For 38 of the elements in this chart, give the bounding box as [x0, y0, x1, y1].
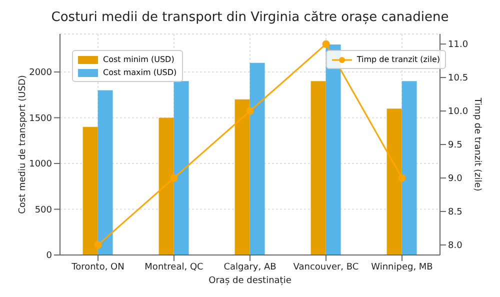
- y-tick-label: 2000: [29, 68, 52, 78]
- x-tick-label: Toronto, ON: [70, 262, 124, 272]
- y2-tick-label: 9.0: [448, 174, 463, 184]
- bar: [234, 99, 250, 255]
- y-tick-label: 0: [46, 251, 52, 262]
- y2-tick-label: 9.5: [448, 140, 462, 151]
- bar: [98, 90, 113, 255]
- point: [94, 241, 102, 249]
- y-tick-label: 1500: [29, 114, 52, 124]
- point: [398, 174, 406, 182]
- y2-tick-label: 11.0: [448, 40, 468, 50]
- x-tick-label: Montreal, QC: [144, 262, 204, 272]
- point: [170, 174, 178, 182]
- point: [322, 40, 330, 48]
- y2-tick-label: 10.5: [448, 74, 468, 84]
- y-tick-label: 500: [34, 205, 52, 216]
- y2-tick-label: 8.5: [448, 208, 462, 218]
- x-tick-label: Winnipeg, MB: [371, 262, 433, 272]
- bar: [82, 126, 98, 255]
- y2-tick-label: 10.0: [448, 107, 468, 118]
- y2-axis-title: Timp de tranzit (zile): [472, 96, 482, 192]
- bar: [386, 108, 402, 255]
- legend-label: Timp de tranzit (zile): [356, 55, 440, 64]
- legend-label: Cost minim (USD): [103, 55, 174, 64]
- x-tick-label: Vancouver, BC: [293, 262, 359, 272]
- y-axis-title: Cost mediu de transport (USD): [18, 75, 28, 214]
- bar: [310, 81, 326, 255]
- y2-tick-label: 8.0: [448, 241, 463, 252]
- x-axis-title: Oraș de destinație: [208, 276, 292, 286]
- point: [246, 107, 254, 115]
- bar: [402, 81, 417, 255]
- bar: [250, 62, 265, 255]
- x-tick-label: Calgary, AB: [224, 262, 276, 272]
- y-tick-label: 1000: [29, 160, 52, 170]
- legend-label: Cost maxim (USD): [103, 68, 177, 77]
- bar: [158, 118, 174, 255]
- bar: [174, 81, 189, 255]
- chart-title: Costuri medii de transport din Virginia către orașe canadiene: [50, 9, 450, 27]
